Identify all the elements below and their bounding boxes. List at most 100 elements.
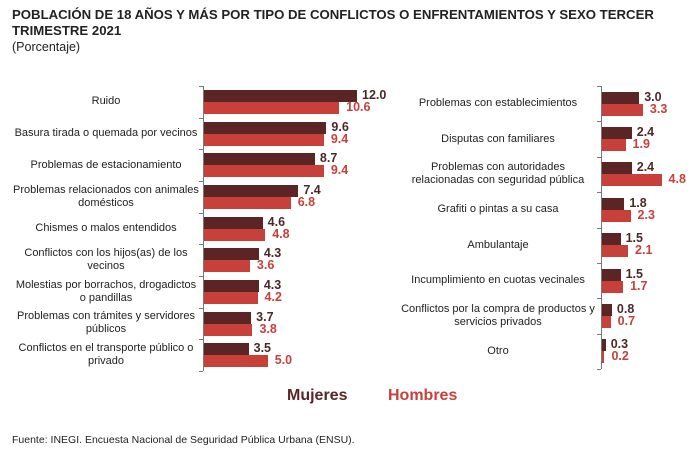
axis-tick [199, 117, 203, 119]
hombres-value-label: 2.3 [637, 207, 655, 222]
mujeres-bar [204, 279, 259, 292]
chart-subtitle: (Porcentaje) [12, 40, 81, 54]
hombres-value-label: 3.3 [649, 101, 668, 116]
axis-tick [597, 227, 601, 229]
axis-tick [597, 333, 601, 335]
category-label: Molestias por borrachos, drogadictos o p… [15, 278, 197, 304]
y-axis [203, 86, 204, 371]
mujeres-value-label: 4.3 [263, 246, 282, 261]
mujeres-value-label: 12.0 [362, 87, 387, 102]
axis-tick [199, 244, 203, 246]
mujeres-bar [602, 339, 606, 352]
mujeres-bar [602, 303, 612, 316]
axis-tick [597, 298, 601, 300]
axis-tick [597, 121, 601, 123]
category-label: Problemas con autoridades relacionadas c… [411, 161, 585, 187]
mujeres-bar [204, 121, 327, 134]
axis-tick [199, 149, 203, 151]
mujeres-value-label: 4.3 [263, 277, 282, 292]
legend-hombres: Hombres [388, 387, 458, 404]
hombres-value-label: 5.0 [274, 353, 293, 368]
hombres-bar [602, 139, 626, 152]
hombres-value-label: 1.9 [632, 137, 650, 152]
axis-tick [597, 86, 601, 87]
mujeres-bar [204, 89, 357, 102]
category-label: Conflictos con los hijos(as) de los veci… [24, 247, 188, 273]
mujeres-value-label: 0.8 [616, 301, 635, 316]
hombres-value-label: 3.8 [259, 321, 277, 336]
category-label: Chismes o malos entendidos [35, 221, 177, 234]
axis-tick [597, 192, 601, 194]
mujeres-bar [602, 91, 640, 104]
axis-tick [199, 339, 203, 341]
mujeres-value-label: 7.4 [303, 182, 321, 197]
mujeres-value-label: 3.7 [256, 309, 274, 324]
mujeres-bar [204, 311, 252, 324]
axis-tick [597, 369, 601, 370]
mujeres-bar [602, 162, 632, 175]
hombres-bar [602, 103, 643, 116]
footer-source: Fuente: INEGI. Encuesta Nacional de Segu… [12, 434, 355, 446]
mujeres-bar [602, 197, 625, 210]
category-label: Basura tirada o quemada por vecinos [14, 126, 198, 139]
category-label: Problemas de estacionamiento [30, 158, 182, 171]
axis-tick [199, 212, 203, 214]
category-label: Disputas con familiares [441, 132, 555, 145]
mujeres-value-label: 1.5 [625, 266, 643, 281]
mujeres-bar [602, 268, 621, 281]
axis-tick [199, 181, 203, 182]
hombres-bar [204, 165, 324, 178]
category-label: Ruido [91, 95, 121, 108]
category-label: Grafiti o pintas a su casa [437, 203, 559, 216]
axis-tick [199, 276, 203, 277]
axis-tick [199, 86, 203, 87]
mujeres-bar [204, 153, 315, 166]
hombres-value-label: 4.8 [272, 226, 290, 241]
mujeres-value-label: 4.6 [267, 214, 286, 229]
mujeres-value-label: 2.4 [636, 125, 655, 140]
hombres-value-label: 1.7 [630, 278, 648, 293]
axis-tick [597, 262, 601, 264]
category-label: Problemas relacionados con animales domé… [13, 183, 199, 209]
hombres-bar [602, 351, 605, 364]
hombres-bar [204, 355, 268, 368]
hombres-value-label: 4.2 [264, 289, 282, 304]
hombres-value-label: 9.4 [330, 163, 349, 178]
hombres-bar [602, 209, 631, 222]
mujeres-value-label: 0.3 [610, 337, 629, 352]
mujeres-bar [602, 233, 621, 246]
hombres-value-label: 4.8 [668, 172, 686, 187]
legend-mujeres: Mujeres [287, 387, 348, 404]
hombres-value-label: 0.2 [611, 349, 629, 364]
hombres-bar [204, 133, 324, 146]
axis-tick [597, 156, 601, 158]
category-label: Problemas con establecimientos [418, 97, 578, 110]
hombres-bar [204, 196, 291, 209]
category-label: Conflictos en el transporte público o pr… [18, 342, 194, 368]
mujeres-bar [204, 184, 299, 197]
mujeres-bar [204, 343, 249, 356]
hombres-bar [204, 228, 266, 241]
mujeres-value-label: 1.5 [625, 231, 643, 246]
mujeres-bar [602, 127, 632, 140]
y-axis [601, 86, 602, 369]
hombres-value-label: 9.4 [330, 131, 349, 146]
hombres-value-label: 10.6 [346, 99, 371, 114]
mujeres-bar [204, 216, 263, 229]
mujeres-value-label: 1.8 [629, 195, 647, 210]
category-label: Problemas con trámites y servidores públ… [17, 310, 195, 336]
mujeres-value-label: 8.7 [319, 151, 338, 166]
hombres-value-label: 3.6 [256, 258, 275, 273]
hombres-bar [602, 174, 662, 187]
category-label: Incumplimiento en cuotas vecinales [411, 274, 585, 287]
chart-title: POBLACIÓN DE 18 AÑOS Y MÁS POR TIPO DE C… [12, 7, 654, 38]
mujeres-bar [204, 248, 259, 261]
hombres-bar [602, 315, 611, 328]
hombres-bar [602, 280, 624, 293]
axis-tick [199, 307, 203, 309]
hombres-bar [204, 323, 253, 336]
hombres-value-label: 2.1 [635, 243, 653, 258]
hombres-bar [204, 291, 258, 304]
category-label: Ambulantaje [467, 238, 529, 251]
hombres-value-label: 6.8 [297, 194, 316, 209]
